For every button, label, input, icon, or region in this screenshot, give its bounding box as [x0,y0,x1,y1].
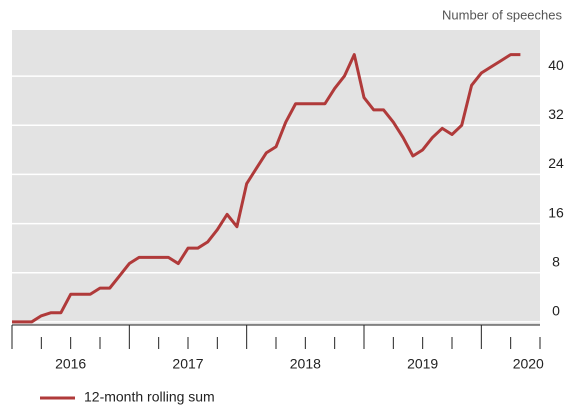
x-tick-label: 2018 [290,356,321,372]
plot-area [12,30,540,325]
y-tick-label: 24 [548,155,564,171]
y-axis-label: Number of speeches [442,7,562,22]
x-tick-label: 2019 [407,356,438,372]
x-tick-label: 2016 [55,356,86,372]
y-tick-label: 0 [552,303,560,319]
data-line [12,53,521,324]
x-tick-label: 2017 [172,356,203,372]
y-tick-label: 32 [548,106,564,122]
y-tick-label: 8 [552,253,560,269]
x-tick-label: 2020 [513,356,544,372]
legend-label: 12-month rolling sum [84,389,215,405]
y-tick-label: 40 [548,57,564,73]
y-tick-label: 16 [548,204,564,220]
